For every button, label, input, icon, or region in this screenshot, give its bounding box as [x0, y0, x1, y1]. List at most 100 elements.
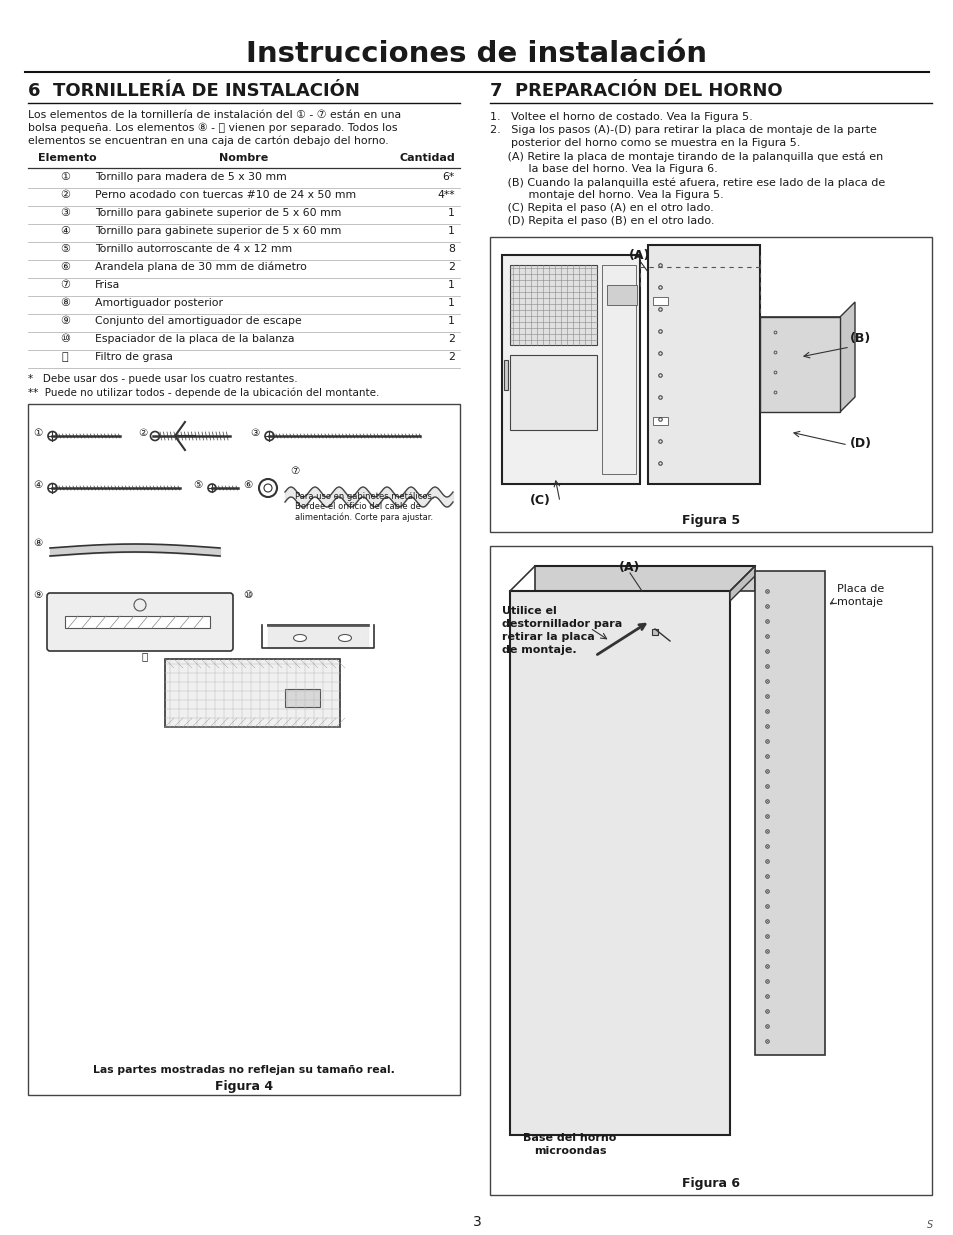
Text: 2: 2	[448, 333, 455, 345]
Text: (A) Retire la placa de montaje tirando de la palanquilla que está en: (A) Retire la placa de montaje tirando d…	[490, 151, 882, 162]
Text: Perno acodado con tuercas #10 de 24 x 50 mm: Perno acodado con tuercas #10 de 24 x 50…	[95, 190, 355, 200]
Text: Bordee el orificio del cable de: Bordee el orificio del cable de	[294, 501, 420, 511]
Text: ①: ①	[60, 172, 70, 182]
Text: ⑦: ⑦	[290, 466, 299, 475]
Bar	[490, 237, 931, 532]
Bar	[606, 285, 637, 305]
Text: Cantidad: Cantidad	[399, 153, 455, 163]
Text: 1: 1	[448, 226, 455, 236]
Text: microondas: microondas	[533, 1146, 605, 1156]
Text: Conjunto del amortiguador de escape: Conjunto del amortiguador de escape	[95, 316, 301, 326]
Bar	[652, 296, 667, 305]
Text: ⑩: ⑩	[243, 590, 253, 600]
Text: (A): (A)	[629, 249, 650, 262]
Text: Base del horno: Base del horno	[523, 1132, 616, 1144]
Text: 2.   Siga los pasos (A)-(D) para retirar la placa de montaje de la parte: 2. Siga los pasos (A)-(D) para retirar l…	[490, 125, 876, 135]
Text: 6*: 6*	[442, 172, 455, 182]
Text: 1: 1	[448, 316, 455, 326]
Text: ③: ③	[250, 429, 259, 438]
Bar	[754, 571, 824, 1055]
Text: *   Debe usar dos - puede usar los cuatro restantes.: * Debe usar dos - puede usar los cuatro …	[28, 374, 297, 384]
Text: 8: 8	[448, 245, 455, 254]
Text: Utilice el: Utilice el	[501, 606, 557, 616]
Bar	[647, 245, 760, 484]
Text: ⑩: ⑩	[60, 333, 70, 345]
Text: **  Puede no utilizar todos - depende de la ubicación del montante.: ** Puede no utilizar todos - depende de …	[28, 387, 379, 398]
Bar	[65, 616, 210, 629]
Text: ③: ③	[60, 207, 70, 219]
Text: Las partes mostradas no reflejan su tamaño real.: Las partes mostradas no reflejan su tama…	[93, 1065, 395, 1074]
Text: 3: 3	[472, 1215, 481, 1229]
Text: Tornillo para gabinete superior de 5 x 60 mm: Tornillo para gabinete superior de 5 x 6…	[95, 226, 341, 236]
Bar	[760, 317, 840, 412]
Polygon shape	[840, 303, 854, 412]
Text: montaje del horno. Vea la Figura 5.: montaje del horno. Vea la Figura 5.	[490, 190, 723, 200]
Text: ⑦: ⑦	[60, 280, 70, 290]
Text: (A): (A)	[618, 561, 640, 574]
Text: Filtro de grasa: Filtro de grasa	[95, 352, 172, 362]
Bar	[28, 404, 459, 1095]
Text: Espaciador de la placa de la balanza: Espaciador de la placa de la balanza	[95, 333, 294, 345]
Text: ④: ④	[60, 226, 70, 236]
Text: 1: 1	[448, 280, 455, 290]
Text: ⑧: ⑧	[60, 298, 70, 308]
Bar	[601, 266, 636, 474]
Bar	[510, 266, 597, 345]
Text: Figura 4: Figura 4	[214, 1079, 273, 1093]
Text: 6  TORNILLERÍA DE INSTALACIÓN: 6 TORNILLERÍA DE INSTALACIÓN	[28, 82, 359, 100]
Text: ⑥: ⑥	[60, 262, 70, 272]
FancyBboxPatch shape	[47, 593, 233, 651]
Text: ④: ④	[33, 480, 43, 490]
Bar	[501, 254, 639, 484]
Text: Tornillo autorroscante de 4 x 12 mm: Tornillo autorroscante de 4 x 12 mm	[95, 245, 292, 254]
Text: Para uso en gabinetes metálicos.: Para uso en gabinetes metálicos.	[294, 492, 434, 501]
Text: ⑪: ⑪	[142, 651, 148, 661]
Text: 1: 1	[448, 298, 455, 308]
Polygon shape	[760, 317, 854, 337]
Text: 4**: 4**	[436, 190, 455, 200]
Text: ⑨: ⑨	[60, 316, 70, 326]
Text: alimentación. Corte para ajustar.: alimentación. Corte para ajustar.	[294, 513, 433, 521]
Text: Figura 5: Figura 5	[681, 514, 740, 527]
Bar	[285, 689, 319, 706]
Text: Placa de: Placa de	[836, 584, 883, 594]
Text: Frisa: Frisa	[95, 280, 120, 290]
Ellipse shape	[338, 635, 351, 641]
Text: ②: ②	[60, 190, 70, 200]
Text: destornillador para: destornillador para	[501, 619, 621, 629]
Polygon shape	[729, 566, 754, 601]
Text: Tornillo para madera de 5 x 30 mm: Tornillo para madera de 5 x 30 mm	[95, 172, 287, 182]
Text: Amortiguador posterior: Amortiguador posterior	[95, 298, 223, 308]
Text: de montaje.: de montaje.	[501, 645, 576, 655]
Text: bolsa pequeña. Los elementos ⑧ - ⑪ vienen por separado. Todos los: bolsa pequeña. Los elementos ⑧ - ⑪ viene…	[28, 124, 397, 133]
Text: ⑨: ⑨	[33, 590, 43, 600]
Text: Arandela plana de 30 mm de diámetro: Arandela plana de 30 mm de diámetro	[95, 262, 307, 273]
Text: ⑧: ⑧	[33, 538, 43, 548]
Text: (D) Repita el paso (B) en el otro lado.: (D) Repita el paso (B) en el otro lado.	[490, 216, 714, 226]
Text: 1.   Voltee el horno de costado. Vea la Figura 5.: 1. Voltee el horno de costado. Vea la Fi…	[490, 112, 752, 122]
Text: (B) Cuando la palanquilla esté afuera, retire ese lado de la placa de: (B) Cuando la palanquilla esté afuera, r…	[490, 177, 884, 188]
Text: 7  PREPARACIÓN DEL HORNO: 7 PREPARACIÓN DEL HORNO	[490, 82, 781, 100]
Text: ⑪: ⑪	[62, 352, 69, 362]
Bar	[652, 417, 667, 425]
Text: la base del horno. Vea la Figura 6.: la base del horno. Vea la Figura 6.	[490, 164, 717, 174]
Bar	[510, 354, 597, 430]
Bar	[490, 546, 931, 1195]
Text: elementos se encuentran en una caja de cartón debajo del horno.: elementos se encuentran en una caja de c…	[28, 136, 388, 147]
Text: (B): (B)	[849, 332, 870, 345]
Text: Elemento: Elemento	[38, 153, 96, 163]
Text: ⑤: ⑤	[60, 245, 70, 254]
Bar	[165, 659, 339, 727]
Text: posterior del horno como se muestra en la Figura 5.: posterior del horno como se muestra en l…	[490, 138, 800, 148]
Text: Tornillo para gabinete superior de 5 x 60 mm: Tornillo para gabinete superior de 5 x 6…	[95, 207, 341, 219]
Text: ②: ②	[138, 429, 148, 438]
Text: ①: ①	[33, 429, 43, 438]
Text: (C): (C)	[529, 494, 550, 508]
Text: ⑤: ⑤	[193, 480, 202, 490]
Text: 2: 2	[448, 352, 455, 362]
Text: 2: 2	[448, 262, 455, 272]
Text: (C) Repita el paso (A) en el otro lado.: (C) Repita el paso (A) en el otro lado.	[490, 203, 713, 212]
Text: Nombre: Nombre	[219, 153, 269, 163]
Text: Figura 6: Figura 6	[681, 1177, 740, 1191]
Text: S: S	[926, 1220, 932, 1230]
